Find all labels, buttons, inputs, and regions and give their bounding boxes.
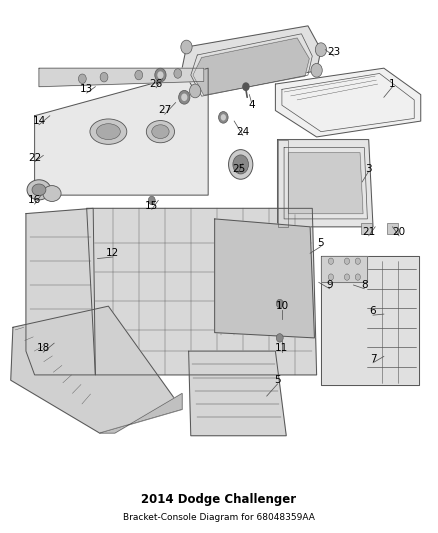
Polygon shape (39, 68, 204, 87)
Text: 15: 15 (145, 201, 159, 211)
Polygon shape (288, 153, 363, 214)
Text: 13: 13 (80, 84, 93, 94)
Text: 8: 8 (361, 280, 367, 290)
Circle shape (155, 68, 166, 82)
Text: 1: 1 (389, 79, 396, 89)
Bar (387, 223, 398, 234)
Ellipse shape (27, 180, 51, 200)
Circle shape (148, 196, 155, 205)
Text: 3: 3 (365, 164, 372, 174)
Text: 18: 18 (37, 343, 50, 353)
Circle shape (174, 69, 182, 78)
Polygon shape (321, 256, 367, 282)
Text: Bracket-Console Diagram for 68048359AA: Bracket-Console Diagram for 68048359AA (123, 513, 315, 522)
Text: 5: 5 (274, 375, 281, 385)
Circle shape (219, 111, 228, 123)
Ellipse shape (90, 119, 127, 144)
Circle shape (243, 83, 249, 91)
Text: 2014 Dodge Challenger: 2014 Dodge Challenger (141, 492, 297, 506)
Ellipse shape (43, 185, 61, 201)
Circle shape (344, 274, 350, 280)
Text: 26: 26 (149, 79, 163, 89)
Circle shape (355, 258, 360, 264)
Circle shape (233, 155, 248, 174)
Text: 16: 16 (28, 196, 41, 205)
Circle shape (179, 91, 190, 104)
Circle shape (190, 84, 201, 98)
Circle shape (315, 43, 327, 56)
Polygon shape (189, 351, 286, 435)
Ellipse shape (32, 184, 46, 196)
Text: 5: 5 (318, 238, 324, 248)
Polygon shape (11, 306, 182, 433)
Circle shape (276, 334, 283, 342)
Polygon shape (321, 256, 419, 385)
Polygon shape (26, 208, 95, 375)
Text: 10: 10 (276, 301, 289, 311)
Circle shape (135, 70, 143, 80)
Ellipse shape (96, 124, 120, 140)
Text: 6: 6 (370, 306, 376, 317)
Text: 22: 22 (28, 153, 41, 163)
Polygon shape (276, 68, 421, 137)
Polygon shape (100, 393, 182, 433)
Polygon shape (182, 26, 321, 92)
Circle shape (181, 40, 192, 54)
Polygon shape (87, 208, 317, 375)
Circle shape (229, 150, 253, 179)
Text: 21: 21 (362, 227, 375, 237)
Circle shape (344, 258, 350, 264)
Circle shape (328, 274, 333, 280)
Circle shape (78, 74, 86, 84)
Polygon shape (35, 68, 208, 195)
Bar (361, 223, 372, 234)
Ellipse shape (146, 120, 174, 143)
Polygon shape (278, 140, 373, 227)
Polygon shape (215, 219, 314, 338)
Text: 7: 7 (370, 354, 376, 364)
Circle shape (181, 93, 187, 101)
Circle shape (100, 72, 108, 82)
Text: 14: 14 (32, 116, 46, 126)
Text: 24: 24 (236, 127, 250, 136)
Text: 9: 9 (326, 280, 333, 290)
Circle shape (355, 274, 360, 280)
Text: 11: 11 (275, 343, 289, 353)
Text: 23: 23 (327, 47, 341, 58)
Text: 25: 25 (232, 164, 245, 174)
Circle shape (328, 258, 333, 264)
Ellipse shape (152, 125, 169, 139)
Circle shape (276, 300, 283, 308)
Text: 27: 27 (158, 106, 171, 116)
Polygon shape (193, 38, 309, 95)
Text: 4: 4 (248, 100, 255, 110)
Text: 12: 12 (106, 248, 119, 259)
Circle shape (157, 71, 163, 79)
Text: 20: 20 (392, 227, 406, 237)
Circle shape (221, 114, 226, 120)
Circle shape (311, 63, 322, 77)
